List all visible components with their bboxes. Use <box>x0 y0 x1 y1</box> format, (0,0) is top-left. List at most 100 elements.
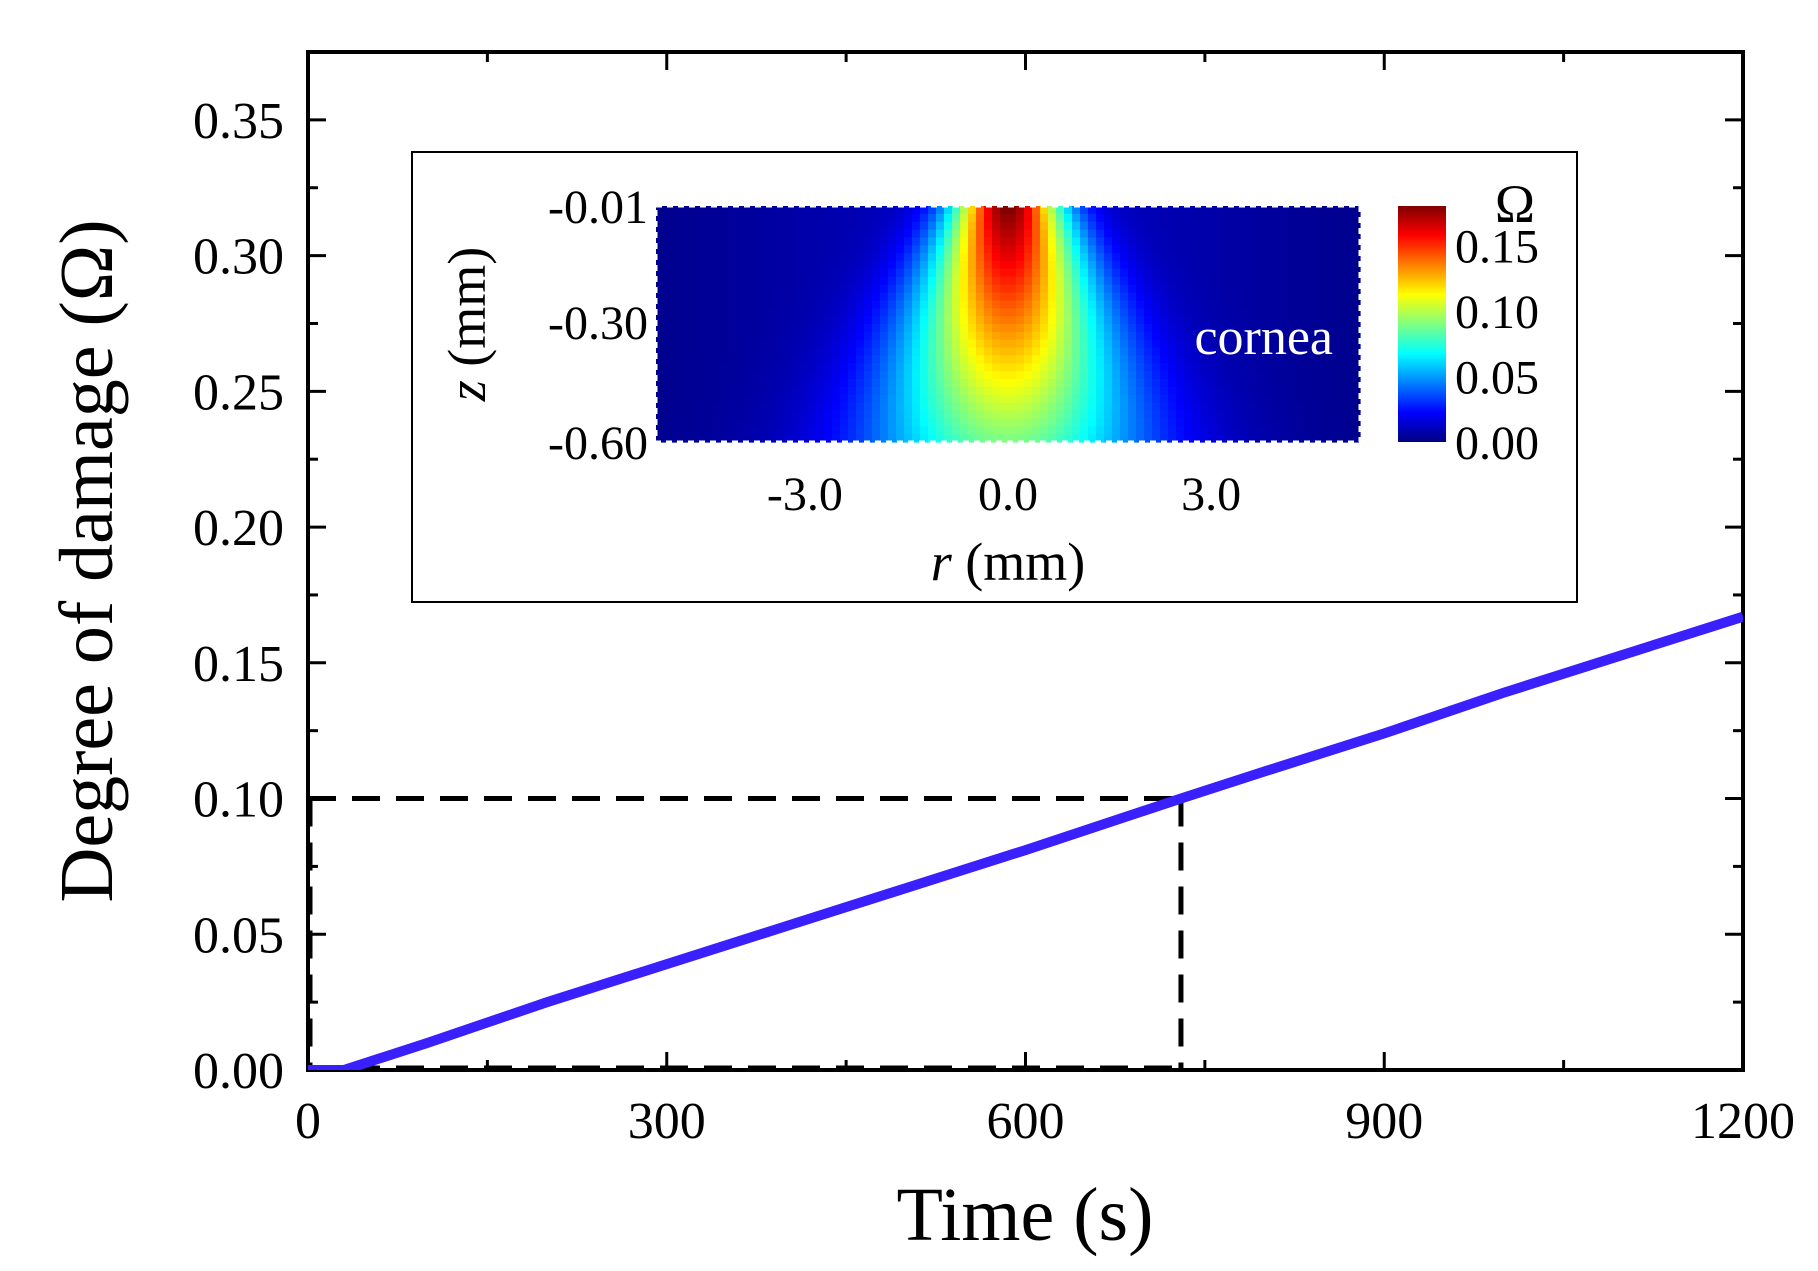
heatmap-cell <box>1312 245 1321 254</box>
heatmap-cell <box>1112 292 1121 301</box>
heatmap-cell <box>728 355 737 364</box>
heatmap-cell <box>1136 284 1145 294</box>
heatmap-cell <box>1032 261 1041 270</box>
heatmap-cell <box>928 355 937 364</box>
heatmap-cell <box>752 284 761 294</box>
heatmap-cell <box>856 339 865 349</box>
heatmap-cell <box>1344 379 1353 388</box>
heatmap-cell <box>1328 276 1337 286</box>
heatmap-cell <box>928 418 937 427</box>
heatmap-cell <box>992 213 1001 223</box>
heatmap-cell <box>904 284 913 294</box>
heatmap-cell <box>1040 426 1049 435</box>
heatmap-cell <box>976 221 985 231</box>
heatmap-cell <box>912 394 921 404</box>
heatmap-cell <box>1008 261 1017 270</box>
colorbar-tick-label: 0.00 <box>1455 417 1539 470</box>
heatmap-cell <box>1296 410 1305 419</box>
heatmap-cell <box>1352 418 1361 427</box>
heatmap-cell <box>1008 394 1017 404</box>
heatmap-cell <box>1320 355 1329 364</box>
heatmap-cell <box>808 434 817 443</box>
heatmap-cell <box>1328 206 1337 215</box>
heatmap-cell <box>920 434 929 443</box>
cornea-label: cornea <box>1194 309 1333 366</box>
heatmap-cell <box>1216 221 1225 231</box>
heatmap-cell <box>1336 221 1345 231</box>
heatmap-cell <box>752 386 761 396</box>
heatmap-cell <box>1288 379 1297 388</box>
heatmap-cell <box>680 308 689 317</box>
heatmap-cell <box>928 245 937 254</box>
heatmap-cell <box>832 276 841 286</box>
heatmap-cell <box>888 245 897 254</box>
heatmap-cell <box>1264 253 1273 262</box>
heatmap-cell <box>1296 402 1305 412</box>
heatmap-cell <box>976 339 985 349</box>
heatmap-cell <box>1256 284 1265 294</box>
heatmap-cell <box>1328 300 1337 309</box>
heatmap-cell <box>1128 261 1137 270</box>
x-tick-label: 300 <box>628 1093 706 1150</box>
heatmap-cell <box>1280 237 1289 246</box>
heatmap-cell <box>960 206 969 215</box>
heatmap-cell <box>920 347 929 357</box>
heatmap-cell <box>808 371 817 380</box>
heatmap-cell <box>736 300 745 309</box>
heatmap-cell <box>1256 363 1265 372</box>
heatmap-cell <box>1232 347 1241 357</box>
heatmap-cell <box>1080 237 1089 246</box>
heatmap-cell <box>1232 253 1241 262</box>
heatmap-cell <box>704 394 713 404</box>
heatmap-cell <box>1008 245 1017 254</box>
heatmap-cell <box>1120 410 1129 419</box>
heatmap-cell <box>864 213 873 223</box>
heatmap-cell <box>1264 379 1273 388</box>
heatmap-cell <box>720 426 729 435</box>
heatmap-cell <box>1288 308 1297 317</box>
heatmap-cell <box>880 418 889 427</box>
heatmap-cell <box>1328 347 1337 357</box>
heatmap-cell <box>1096 347 1105 357</box>
heatmap-cell <box>656 386 665 396</box>
heatmap-cell <box>1256 268 1265 278</box>
heatmap-cell <box>776 300 785 309</box>
heatmap-cell <box>944 426 953 435</box>
heatmap-cell <box>856 276 865 286</box>
heatmap-cell <box>944 371 953 380</box>
heatmap-cell <box>928 371 937 380</box>
heatmap-cell <box>1280 206 1289 215</box>
heatmap-cell <box>680 324 689 333</box>
heatmap-cell <box>864 261 873 270</box>
heatmap-cell <box>856 379 865 388</box>
heatmap-cell <box>1160 402 1169 412</box>
heatmap-cell <box>1344 402 1353 412</box>
heatmap-cell <box>768 339 777 349</box>
heatmap-cell <box>856 316 865 325</box>
heatmap-cell <box>1224 410 1233 419</box>
heatmap-cell <box>1056 394 1065 404</box>
heatmap-cell <box>928 261 937 270</box>
heatmap-cell <box>968 300 977 309</box>
heatmap-cell <box>1320 331 1329 341</box>
heatmap-cell <box>1264 426 1273 435</box>
heatmap-cell <box>800 324 809 333</box>
heatmap-cell <box>840 213 849 223</box>
heatmap-cell <box>912 221 921 231</box>
heatmap-cell <box>936 347 945 357</box>
heatmap-cell <box>992 426 1001 435</box>
heatmap-cell <box>1048 308 1057 317</box>
heatmap-cell <box>752 268 761 278</box>
heatmap-cell <box>1144 339 1153 349</box>
heatmap-cell <box>728 339 737 349</box>
heatmap-cell <box>1032 253 1041 262</box>
heatmap-cell <box>696 206 705 215</box>
heatmap-cell <box>776 292 785 301</box>
heatmap-cell <box>664 308 673 317</box>
heatmap-cell <box>1120 261 1129 270</box>
heatmap-cell <box>840 268 849 278</box>
heatmap-cell <box>936 434 945 443</box>
heatmap-cell <box>1192 292 1201 301</box>
heatmap-cell <box>840 261 849 270</box>
heatmap-cell <box>1008 434 1017 443</box>
